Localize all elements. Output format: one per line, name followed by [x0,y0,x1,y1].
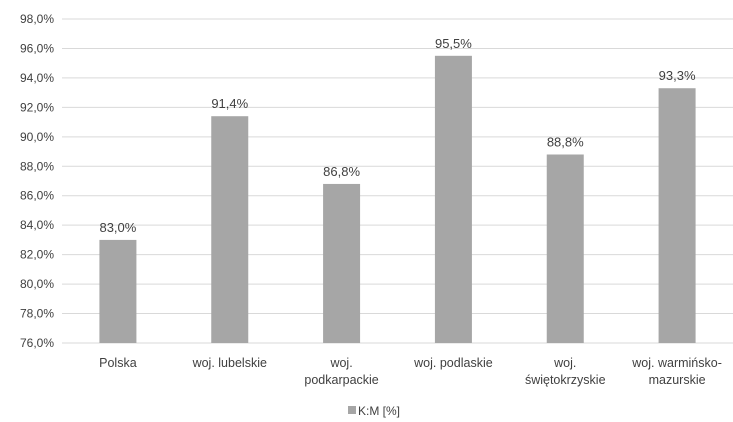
y-tick-label: 88,0% [20,159,54,173]
bar [323,183,361,343]
x-category-label: woj. podlaskie [413,356,493,370]
x-category-label: mazurskie [649,373,706,387]
y-tick-label: 82,0% [20,248,54,262]
x-category-label: woj. lubelskie [192,356,267,370]
bar [211,116,249,343]
x-category-label: podkarpackie [304,373,378,387]
gridlines [62,18,733,344]
data-label: 95,5% [435,36,472,51]
legend-label: K:M [%] [358,404,400,418]
y-tick-label: 92,0% [20,100,54,114]
y-tick-label: 84,0% [20,218,54,232]
y-tick-label: 94,0% [20,71,54,85]
x-axis-category-labels: Polska woj. lubelskie woj. podkarpackie woj.… [99,356,722,387]
y-tick-label: 78,0% [20,307,54,321]
x-category-label: woj. [553,356,576,370]
data-labels: 83,0% 91,4% 86,8% 95,5% 88,8% 93,3% [99,36,695,235]
x-category-label: woj. warmińsko- [631,356,722,370]
bar [99,239,137,343]
x-category-label: świętokrzyskie [525,373,606,387]
bar [658,88,696,343]
bar [434,55,472,344]
y-tick-label: 98,0% [20,12,54,26]
y-tick-label: 86,0% [20,189,54,203]
x-category-label: Polska [99,356,137,370]
data-label: 83,0% [99,220,136,235]
y-tick-label: 90,0% [20,130,54,144]
data-label: 91,4% [211,96,248,111]
y-tick-label: 76,0% [20,336,54,350]
bar [546,154,584,343]
x-category-label: woj. [329,356,352,370]
y-axis-tick-labels: 76,0% 78,0% 80,0% 82,0% 84,0% 86,0% 88,0% 90,0%… [20,12,54,350]
y-tick-label: 96,0% [20,41,54,55]
data-label: 88,8% [547,134,584,149]
bar-series [99,55,696,344]
y-tick-label: 80,0% [20,277,54,291]
legend-swatch [348,406,356,414]
legend: K:M [%] [348,404,400,418]
data-label: 86,8% [323,164,360,179]
data-label: 93,3% [659,68,696,83]
